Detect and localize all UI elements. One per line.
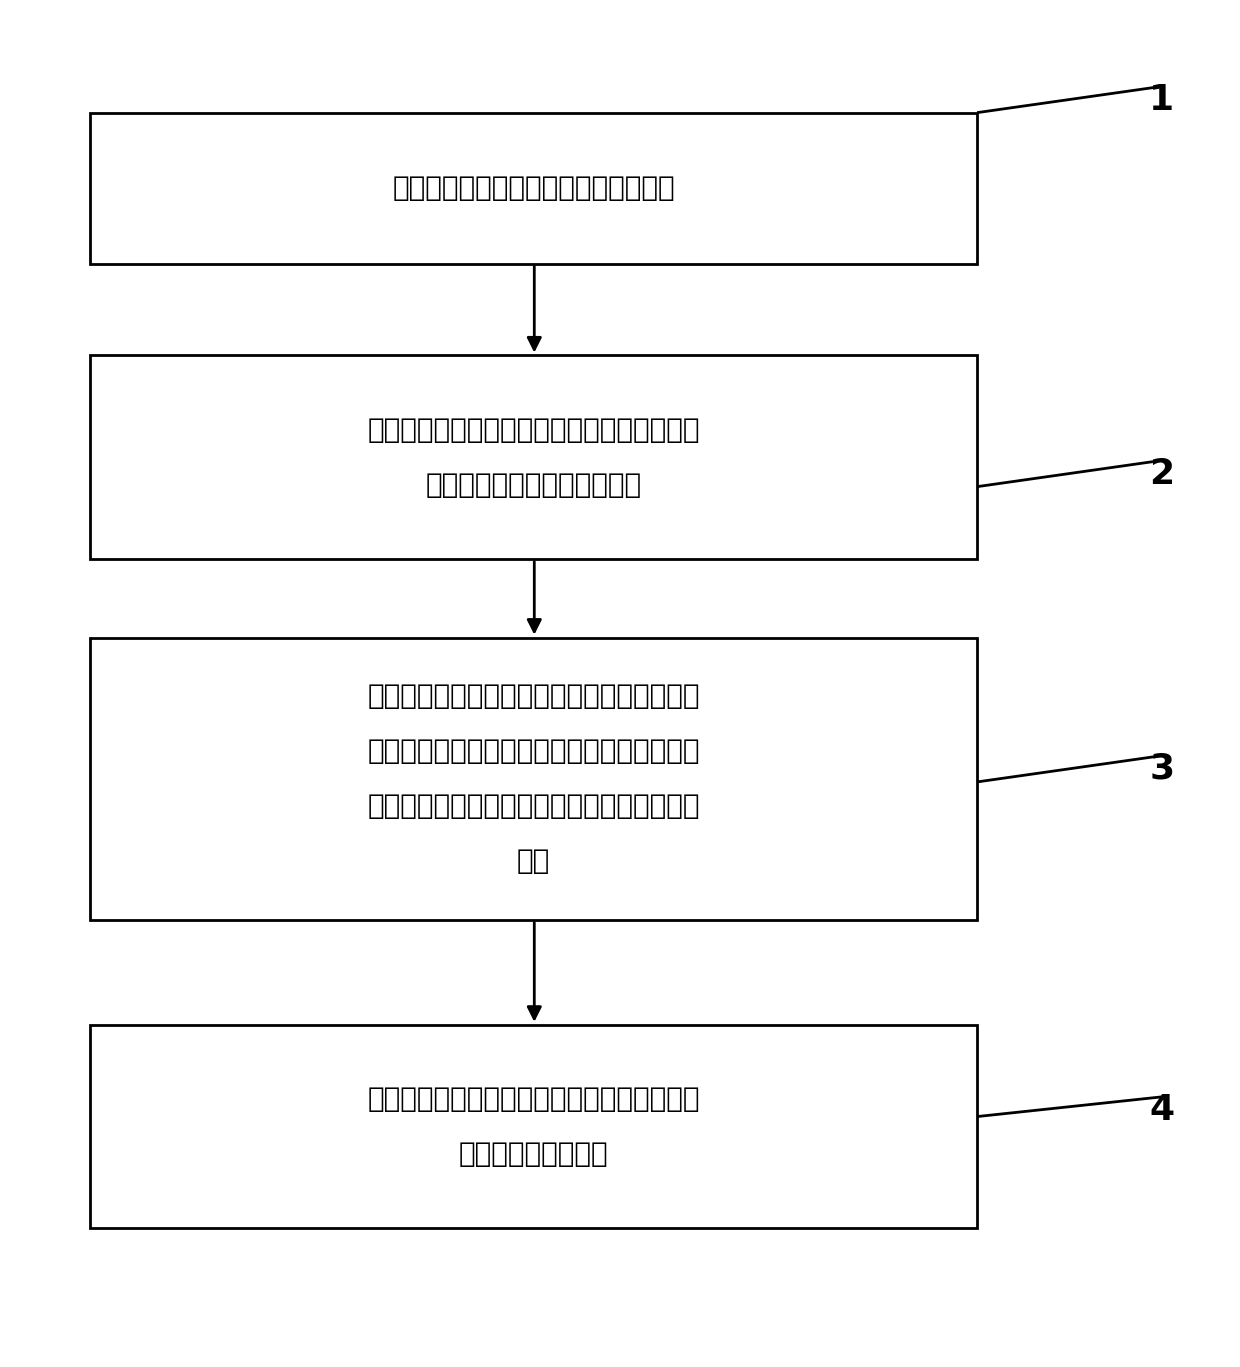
Text: 单元的有源驻波参数: 单元的有源驻波参数 bbox=[459, 1140, 609, 1167]
Text: 的驻波系数以及单元之间的互耦系数，并保存: 的驻波系数以及单元之间的互耦系数，并保存 bbox=[367, 737, 699, 766]
Text: 1: 1 bbox=[1149, 82, 1174, 116]
Text: 3: 3 bbox=[1149, 752, 1174, 786]
Text: 代入有源驻波系列计算公式，计算得到各天线: 代入有源驻波系列计算公式，计算得到各天线 bbox=[367, 1085, 699, 1113]
Text: 4: 4 bbox=[1149, 1094, 1174, 1126]
Text: 设置矩阵开关切换时间与矢量网络分析仪（测: 设置矩阵开关切换时间与矢量网络分析仪（测 bbox=[367, 416, 699, 443]
Text: 测试文件，计算机从矢网中采集测试文件进行: 测试文件，计算机从矢网中采集测试文件进行 bbox=[367, 793, 699, 820]
Text: 2: 2 bbox=[1149, 457, 1174, 491]
Bar bbox=[91, 1025, 977, 1228]
Text: 试仪表）数据采集时间相匹配: 试仪表）数据采集时间相匹配 bbox=[425, 470, 642, 499]
Text: 保存: 保存 bbox=[517, 848, 551, 875]
Bar bbox=[91, 637, 977, 920]
Text: 矢量网络分析仪测试得到天线阵中各天线单元: 矢量网络分析仪测试得到天线阵中各天线单元 bbox=[367, 682, 699, 709]
Text: 使用多通道矩阵开关与待测天线阵相连: 使用多通道矩阵开关与待测天线阵相连 bbox=[392, 174, 675, 202]
Bar bbox=[91, 355, 977, 559]
Bar bbox=[91, 112, 977, 264]
